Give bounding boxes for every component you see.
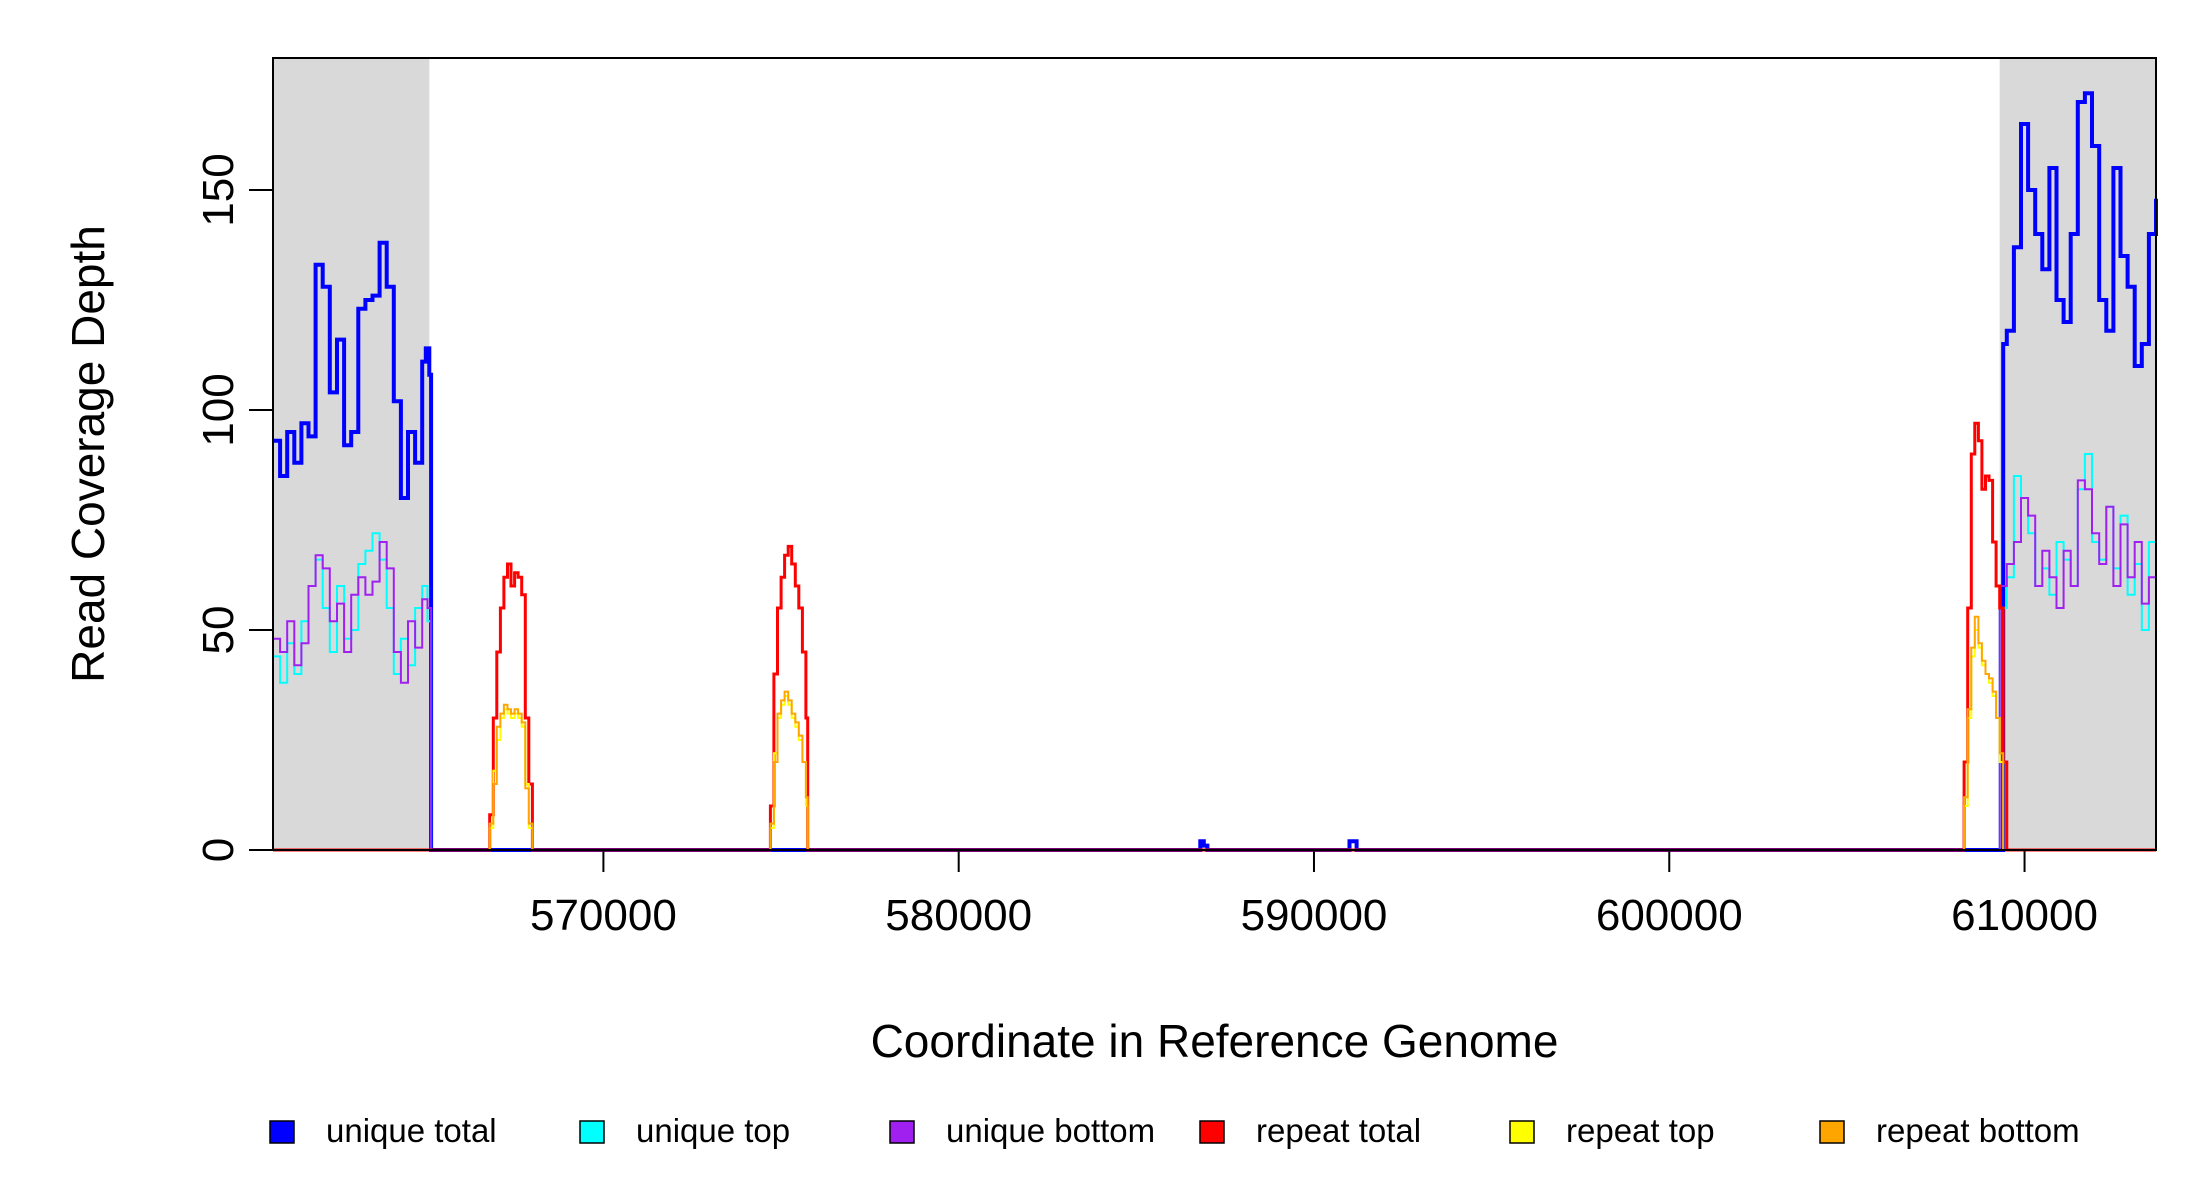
series-line-repeat-total (273, 421, 2156, 852)
y-axis-title: Read Coverage Depth (62, 225, 114, 683)
y-tick-label: 50 (194, 606, 243, 655)
series-lines (273, 91, 2158, 852)
legend-label: repeat total (1256, 1112, 1421, 1149)
legend-label: unique bottom (946, 1112, 1155, 1149)
y-tick-label: 100 (194, 373, 243, 446)
x-tick-label: 600000 (1596, 891, 1743, 940)
legend-label: unique total (326, 1112, 497, 1149)
legend-label: repeat top (1566, 1112, 1715, 1149)
x-tick-label: 580000 (885, 891, 1032, 940)
legend-swatch (1509, 1120, 1535, 1144)
x-tick-label: 570000 (530, 891, 677, 940)
series-line-unique-top (273, 453, 2157, 851)
series-line-repeat-top (273, 629, 2156, 851)
y-tick-label: 0 (194, 838, 243, 862)
legend-label: unique top (636, 1112, 790, 1149)
shaded-region-1 (273, 58, 430, 850)
y-axis: 0 50 100 150 (194, 153, 274, 862)
legend-swatch (1199, 1120, 1225, 1144)
x-tick-label: 590000 (1241, 891, 1388, 940)
x-tick-label: 610000 (1951, 891, 2098, 940)
legend: unique total unique top unique bottom repea… (269, 1112, 2080, 1149)
shaded-regions (273, 58, 2156, 850)
series-line-unique-total (273, 91, 2158, 852)
plot-frame (272, 57, 2157, 851)
legend-swatch (889, 1120, 915, 1144)
legend-swatch (579, 1120, 605, 1144)
legend-swatch (269, 1120, 295, 1144)
y-tick-label: 150 (194, 153, 243, 226)
series-line-unique-bottom (273, 479, 2157, 851)
x-axis-title: Coordinate in Reference Genome (871, 1015, 1559, 1067)
series-line-repeat-bottom (273, 615, 2156, 851)
legend-swatch (1819, 1120, 1845, 1144)
legend-label: repeat bottom (1876, 1112, 2080, 1149)
x-axis: 570000 580000 590000 600000 610000 (530, 849, 2098, 940)
